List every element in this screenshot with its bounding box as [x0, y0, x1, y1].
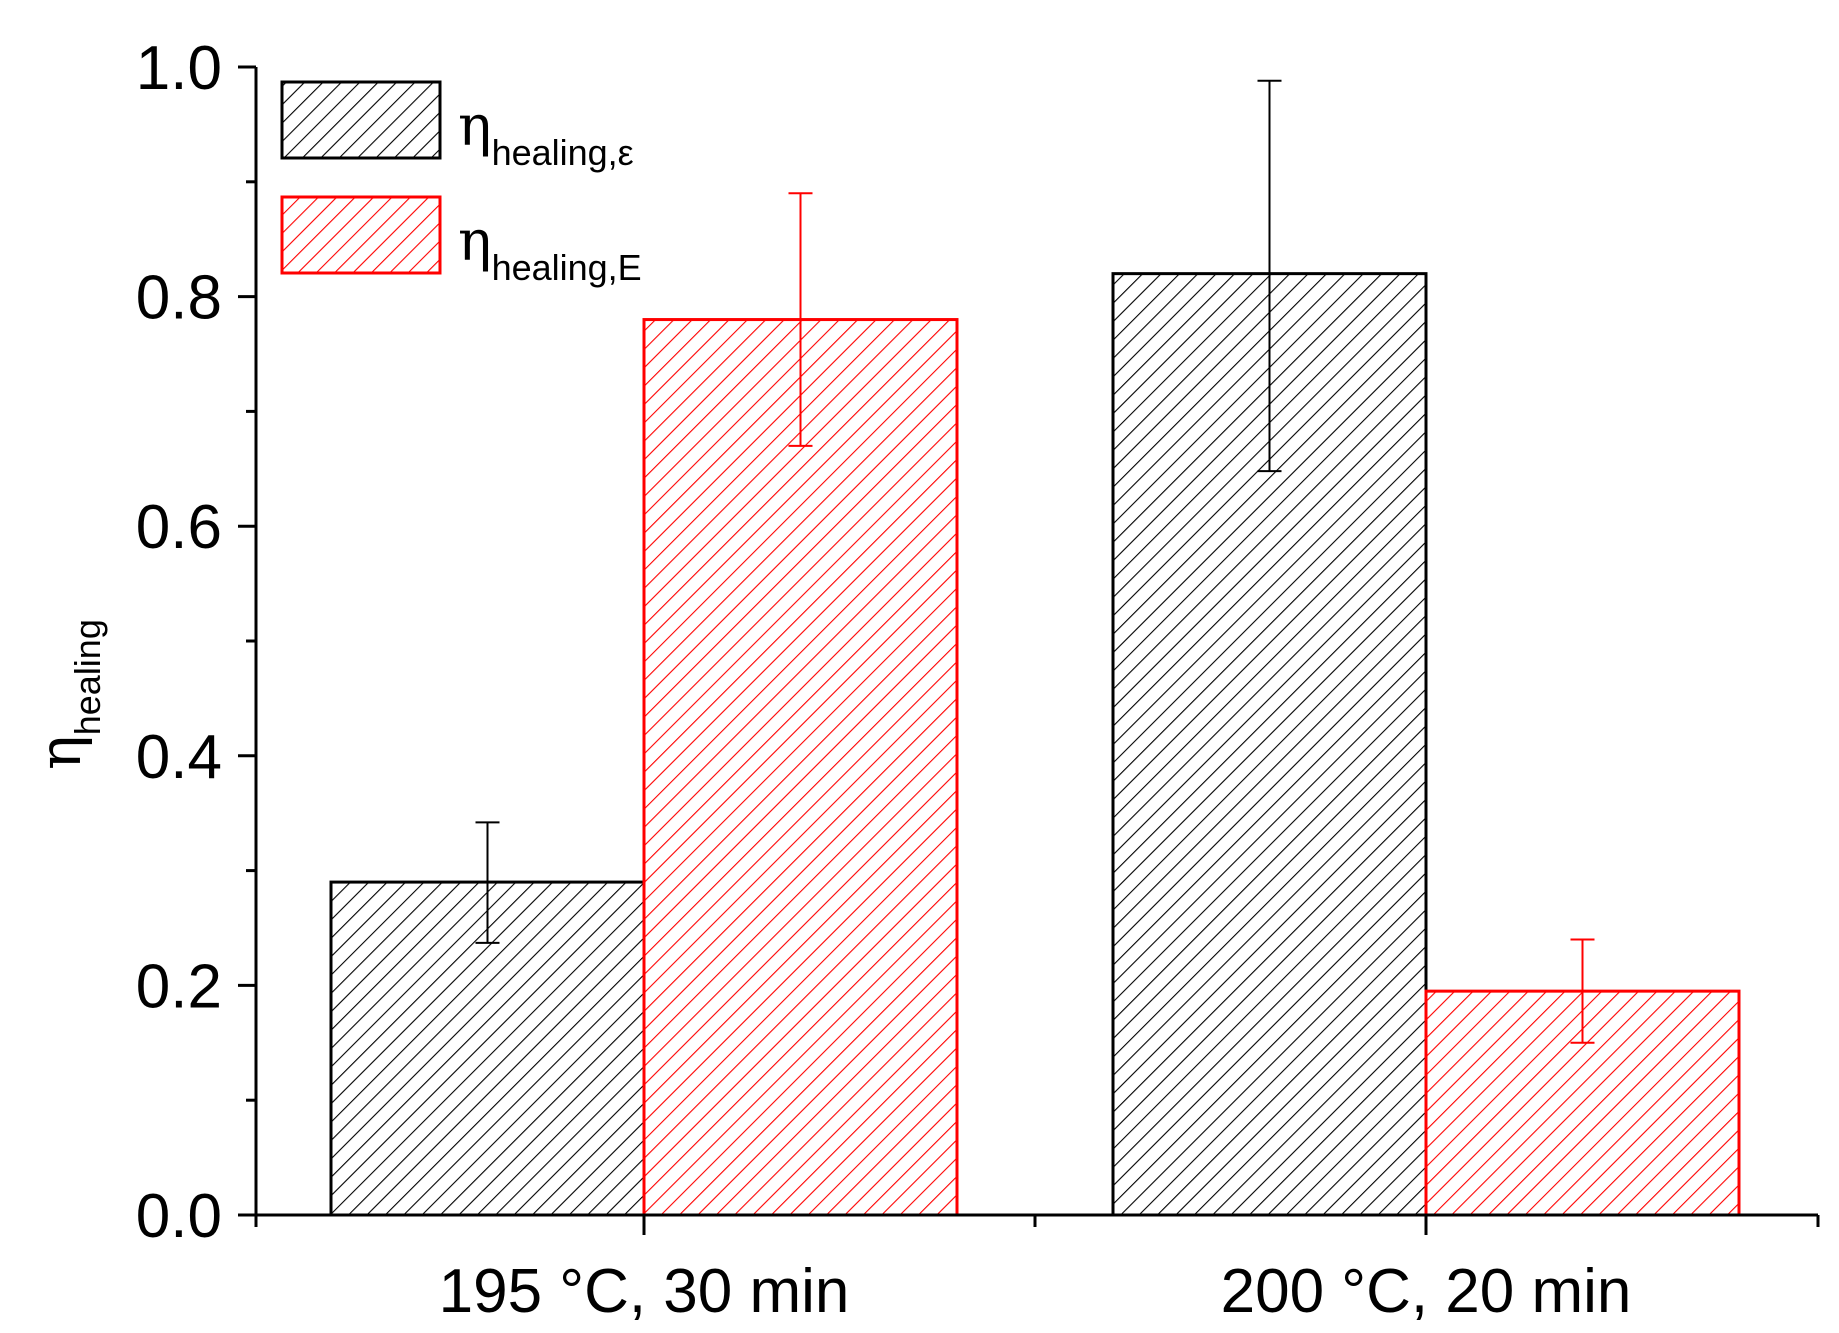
y-tick-label: 0.6	[136, 493, 222, 562]
y-axis-title-symbol: η	[26, 735, 94, 770]
y-tick-label: 1.0	[136, 34, 222, 103]
y-tick-label: 0.2	[136, 952, 222, 1021]
y-tick-label: 0.0	[136, 1182, 222, 1251]
y-tick-label: 0.4	[136, 723, 222, 792]
x-tick-label: 195 °C, 30 min	[439, 1257, 850, 1326]
y-axis-title-subscript: healing	[67, 619, 108, 735]
legend-subscript-modulus: healing,E	[492, 247, 642, 288]
legend-symbol-strain: η	[458, 94, 492, 159]
x-tick-label: 200 °C, 20 min	[1221, 1257, 1632, 1326]
legend-subscript-strain: healing,ε	[492, 132, 634, 173]
legend-swatch-modulus	[280, 195, 442, 275]
legend-swatch-strain	[280, 80, 442, 160]
bar-s1-c0	[642, 318, 959, 1217]
bars	[329, 272, 1741, 1217]
legend-label-strain: ηhealing,ε	[458, 94, 634, 173]
legend: ηhealing,ε ηhealing,E	[280, 80, 642, 288]
y-tick-label: 0.8	[136, 264, 222, 333]
legend-label-modulus: ηhealing,E	[458, 209, 642, 288]
error-bars	[475, 79, 1595, 1044]
y-axis-title: ηhealing	[26, 619, 108, 770]
legend-symbol-modulus: η	[458, 209, 492, 274]
axes: 0.0 0.2 0.4 0.6 0.8 1.0 195 °C, 30 min 200 °C, …	[136, 34, 1820, 1326]
